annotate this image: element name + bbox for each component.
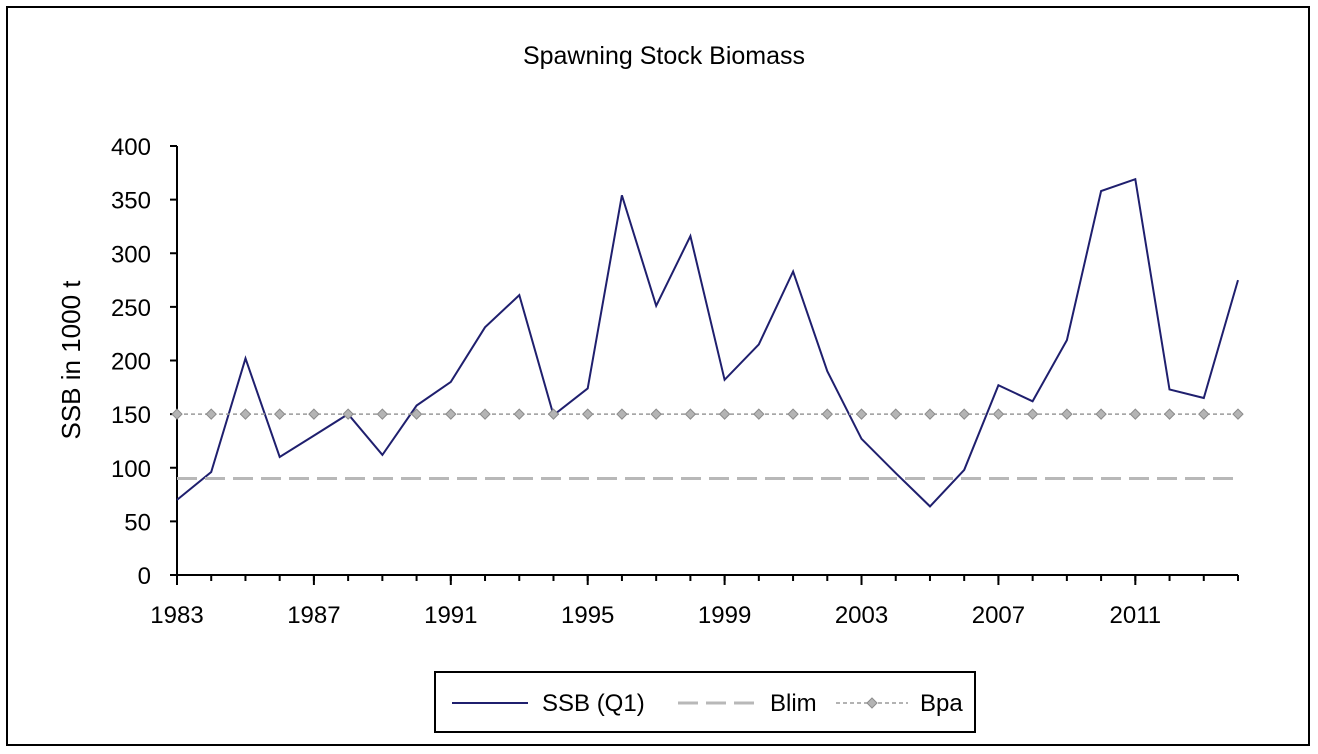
series-point-2: [342, 408, 354, 420]
chart-frame: [6, 6, 1310, 746]
series-point-2: [1026, 408, 1039, 420]
series-point-2: [958, 408, 970, 420]
series-point-2: [753, 408, 765, 420]
x-tick-label: 2011: [1110, 602, 1162, 629]
series-point-2: [616, 408, 628, 420]
series-point-2: [1163, 408, 1176, 420]
y-tick-label: 250: [111, 295, 151, 322]
series-point-2: [821, 408, 833, 420]
legend-label-2: Bpa: [920, 690, 963, 717]
y-tick-label: 150: [111, 402, 151, 429]
y-tick-label: 200: [111, 349, 151, 376]
series-line-0: [176, 177, 1239, 508]
series-point-2: [445, 408, 457, 420]
y-axis-label: SSB in 1000 t: [56, 280, 86, 440]
series-point-2: [1232, 408, 1244, 420]
series-point-2: [1129, 408, 1142, 420]
series-point-2: [650, 408, 662, 420]
x-tick-label: 2007: [972, 602, 1025, 629]
y-tick-label: 350: [111, 188, 151, 215]
series-point-2: [308, 408, 320, 420]
series-point-2: [787, 408, 799, 420]
series-point-2: [890, 408, 902, 420]
chart-title: Spawning Stock Biomass: [523, 42, 805, 70]
series-point-2: [855, 408, 868, 420]
x-tick-label: 1991: [424, 602, 477, 629]
axes: 0 50 100 150 200 250 300 350 400 1983 1987 1991 1995…: [111, 134, 1239, 629]
series-point-2: [1095, 408, 1107, 420]
y-tick-label: 0: [138, 563, 151, 590]
y-tick-label: 100: [111, 456, 151, 483]
series-point-2: [410, 408, 423, 420]
x-tick-label: 1995: [561, 602, 614, 629]
x-tick-label: 2003: [835, 602, 888, 629]
series-point-2: [684, 408, 697, 420]
x-tick-label: 1999: [698, 602, 751, 629]
series-point-2: [924, 408, 936, 420]
series-point-2: [1198, 408, 1210, 420]
series-point-2: [205, 408, 217, 420]
series-point-2: [376, 408, 389, 420]
y-tick-label: 300: [111, 241, 151, 268]
series-point-2: [513, 408, 525, 420]
series-point-2: [239, 408, 252, 420]
legend-label-0: SSB (Q1): [542, 690, 645, 717]
series-point-2: [1061, 408, 1073, 420]
series-point-2: [992, 408, 1005, 420]
x-tick-label: 1987: [287, 602, 340, 629]
y-tick-label: 400: [111, 134, 151, 161]
series-point-2: [718, 408, 731, 420]
y-tick-label: 50: [124, 509, 151, 536]
plot-area: [171, 177, 1244, 508]
series-point-2: [582, 408, 594, 420]
legend-label-1: Blim: [770, 690, 817, 717]
series-point-2: [479, 408, 491, 420]
x-tick-label: 1983: [150, 602, 203, 629]
series-point-2: [171, 408, 183, 420]
legend: SSB (Q1) Blim Bpa: [434, 671, 976, 733]
series-point-2: [547, 408, 560, 420]
series-point-2: [273, 408, 286, 420]
legend-marker-2: [866, 697, 878, 709]
